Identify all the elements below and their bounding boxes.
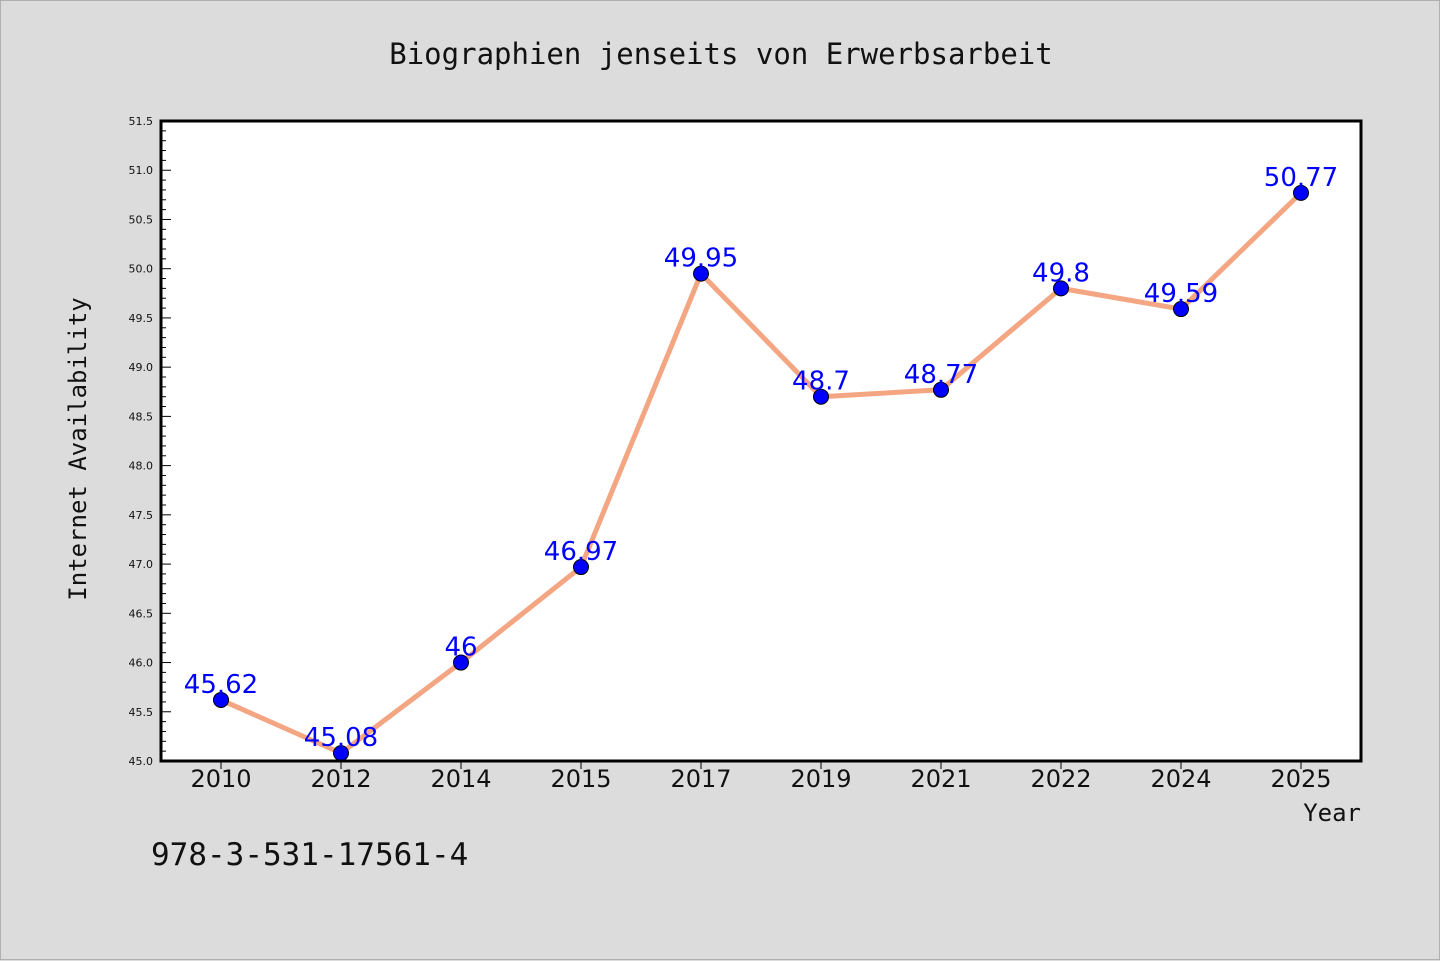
data-point — [1173, 301, 1189, 318]
data-point — [933, 381, 949, 398]
data-label: 49.8 — [1032, 258, 1090, 288]
data-point — [1053, 280, 1069, 297]
y-tick-label: 50.0 — [129, 263, 154, 276]
data-point — [693, 265, 709, 282]
y-tick-label: 50.5 — [129, 213, 154, 226]
y-tick-label: 48.5 — [129, 410, 154, 423]
data-labels: 45.62 45.08 46 46.97 49.95 48.7 48.77 49.8 49.59… — [184, 163, 1338, 753]
data-label: 45.62 — [184, 670, 258, 700]
x-tick-label: 2025 — [1270, 765, 1331, 793]
y-tick-label: 45.5 — [129, 706, 154, 719]
y-tick-label: 47.5 — [129, 509, 154, 522]
data-label: 49.95 — [664, 244, 738, 274]
x-tick-label: 2014 — [430, 765, 491, 793]
x-axis-label: Year — [1303, 799, 1361, 827]
x-tick-label: 2012 — [310, 765, 371, 793]
data-label: 45.08 — [304, 723, 378, 753]
plot-frame — [159, 119, 1363, 763]
y-tick-label: 49.0 — [129, 361, 154, 374]
data-point — [813, 388, 829, 405]
data-point — [573, 559, 589, 576]
y-tick-label: 49.5 — [129, 312, 154, 325]
x-tick-label: 2022 — [1030, 765, 1091, 793]
x-tick-label: 2015 — [550, 765, 611, 793]
data-label: 46 — [444, 633, 477, 663]
isbn-text: 978-3-531-17561-4 — [151, 837, 468, 873]
data-point — [213, 691, 229, 708]
data-label: 46.97 — [544, 537, 618, 567]
chart-title: Biographien jenseits von Erwerbsarbeit — [389, 37, 1052, 71]
x-tick-label: 2021 — [910, 765, 971, 793]
y-tick-label: 51.5 — [129, 115, 154, 128]
y-axis-label: Internet Availability — [64, 297, 92, 600]
x-tick-label: 2024 — [1150, 765, 1211, 793]
y-tick-label: 51.0 — [129, 164, 154, 177]
plot-area — [161, 121, 1361, 761]
y-tick-label: 45.0 — [129, 755, 154, 768]
data-label: 49.59 — [1144, 279, 1218, 309]
data-point — [1293, 184, 1309, 201]
x-tick-label: 2019 — [790, 765, 851, 793]
data-label: 48.7 — [792, 367, 850, 397]
data-point — [453, 654, 469, 671]
data-label: 48.77 — [904, 360, 978, 390]
x-tick-label: 2010 — [190, 765, 251, 793]
series-line — [219, 191, 1303, 756]
y-tick-label: 46.5 — [129, 607, 154, 620]
data-label: 50.77 — [1264, 163, 1338, 193]
x-tick-label: 2017 — [670, 765, 731, 793]
series-layer — [213, 184, 1309, 762]
y-tick-label: 46.0 — [129, 657, 154, 670]
y-tick-label: 47.0 — [129, 558, 154, 571]
y-tick-label: 48.0 — [129, 460, 154, 473]
y-axis: 45.0 45.5 46.0 46.5 47.0 47.5 48.0 48.5 49.0 49.5… — [129, 115, 171, 768]
x-axis: 2010 2012 2014 2015 2017 2019 2021 2022 2024 2025 — [190, 761, 1332, 793]
